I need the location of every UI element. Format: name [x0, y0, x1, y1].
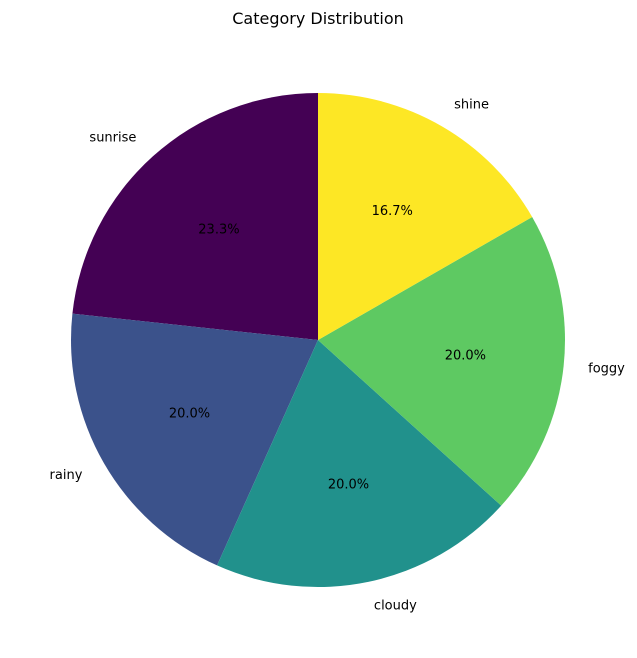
slice-pct-sunrise: 23.3% — [198, 222, 239, 237]
pie-slice-sunrise — [72, 93, 318, 340]
slice-label-sunrise: sunrise — [89, 130, 136, 145]
slice-pct-shine: 16.7% — [372, 204, 413, 219]
slice-label-shine: shine — [454, 97, 489, 112]
slice-label-foggy: foggy — [588, 361, 625, 376]
pie-slice-foggy — [318, 216, 565, 506]
slice-pct-rainy: 20.0% — [169, 406, 210, 421]
slice-pct-foggy: 20.0% — [445, 348, 486, 363]
pie-slice-cloudy — [217, 340, 502, 587]
chart-title: Category Distribution — [232, 9, 404, 28]
pie-slices — [71, 93, 565, 587]
pie-slice-rainy — [71, 313, 318, 566]
slice-label-rainy: rainy — [50, 468, 83, 483]
slice-label-cloudy: cloudy — [374, 598, 417, 613]
pie-slice-shine — [318, 93, 533, 340]
pie-labels: sunrise 23.3% rainy 20.0% cloudy 20.0% foggy 20… — [50, 97, 626, 613]
slice-pct-cloudy: 20.0% — [328, 478, 369, 493]
